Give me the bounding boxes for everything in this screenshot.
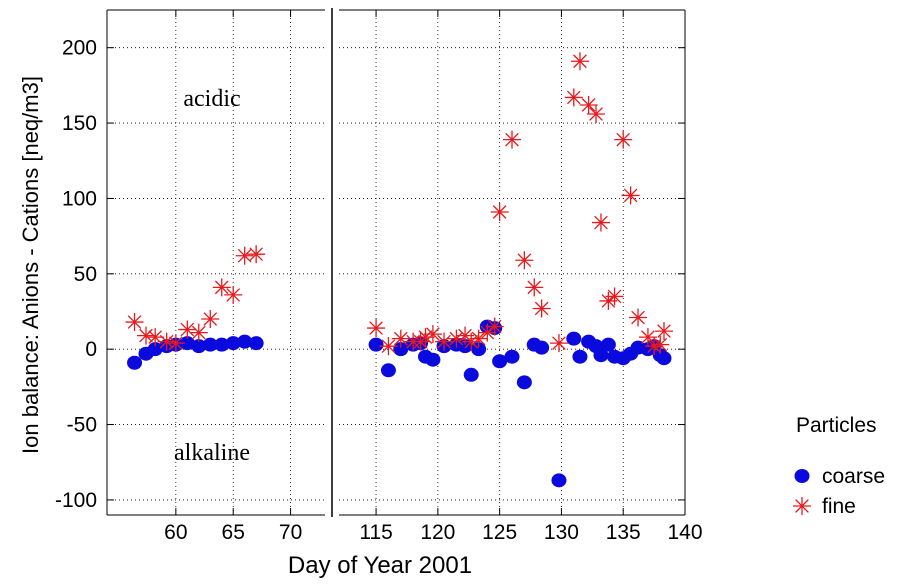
point-fine (125, 313, 144, 332)
point-fine (189, 323, 208, 342)
point-fine (579, 95, 598, 114)
point-fine (146, 328, 165, 347)
point-coarse (572, 349, 588, 364)
point-fine (485, 317, 504, 336)
point-fine (416, 328, 435, 347)
point-fine (570, 52, 589, 71)
legend-marker-coarse (794, 469, 810, 483)
point-fine (651, 335, 670, 354)
point-coarse (225, 336, 241, 351)
point-fine (564, 88, 583, 107)
x-tick-label: 65 (222, 521, 245, 544)
x-tick-label: 115 (359, 521, 392, 544)
axes-frame (106, 8, 686, 517)
point-fine (614, 130, 633, 149)
y-tick-label: 0 (85, 338, 97, 361)
point-fine (503, 130, 521, 149)
y-axis-label: Ion balance: Anions - Cations [neq/m3] (18, 76, 43, 454)
point-fine (638, 328, 657, 347)
annotation-alkaline: alkaline (174, 440, 250, 466)
point-fine (178, 320, 197, 339)
x-axis-label: Day of Year 2001 (288, 552, 472, 579)
legend-label-fine: fine (822, 495, 856, 518)
point-coarse (368, 337, 384, 352)
x-tick-label: 120 (420, 521, 455, 544)
point-fine (462, 332, 481, 351)
point-fine (137, 326, 156, 345)
point-coarse (380, 363, 396, 378)
legend-title: Particles (796, 414, 877, 437)
point-fine (166, 334, 185, 353)
x-tick-label: 140 (667, 521, 702, 544)
point-coarse (425, 352, 441, 367)
point-fine (224, 285, 243, 304)
point-fine (525, 278, 544, 297)
point-coarse (593, 348, 609, 363)
point-fine (654, 322, 673, 341)
point-fine (201, 310, 220, 329)
x-tick-label: 60 (164, 521, 187, 544)
point-fine (157, 332, 176, 351)
point-coarse (127, 355, 143, 370)
y-tick-label: 200 (62, 37, 97, 60)
point-coarse (551, 473, 567, 488)
legend-marks (793, 469, 811, 515)
y-tick-label: -50 (67, 414, 97, 437)
point-coarse (566, 331, 582, 346)
point-coarse (656, 351, 672, 366)
point-coarse (191, 339, 207, 354)
point-fine (515, 251, 534, 270)
point-fine (391, 329, 410, 348)
x-tick-label: 130 (544, 521, 579, 544)
point-fine (532, 299, 551, 318)
x-tick-label: 70 (279, 521, 302, 544)
x-tick-label: 135 (606, 521, 641, 544)
marks-layer (125, 52, 673, 488)
point-fine (591, 213, 610, 232)
point-coarse (504, 349, 520, 364)
point-coarse (600, 337, 616, 352)
tick-labels: 60 65 70 115 120 125 130 135 140 200 150 100 50 0 -50 -… (55, 37, 703, 544)
y-tick-label: -100 (55, 489, 97, 512)
y-tick-label: 150 (62, 112, 97, 135)
point-fine (435, 332, 454, 351)
point-fine (621, 186, 640, 205)
point-fine (235, 246, 254, 265)
point-coarse (516, 375, 532, 390)
point-coarse (534, 340, 550, 355)
annotation-acidic: acidic (183, 86, 240, 112)
point-coarse (248, 336, 264, 351)
legend-marker-fine (793, 497, 811, 515)
point-fine (629, 308, 648, 327)
legend: Particles coarse fine (793, 414, 885, 518)
point-fine (379, 337, 398, 356)
point-coarse (179, 336, 195, 351)
point-fine (367, 319, 386, 338)
point-coarse (492, 354, 508, 369)
point-coarse (147, 342, 163, 357)
point-fine (423, 325, 442, 344)
point-fine (549, 334, 568, 353)
point-coarse (463, 367, 479, 382)
point-coarse (237, 334, 253, 349)
point-coarse (202, 337, 218, 352)
point-fine (490, 203, 509, 221)
legend-label-coarse: coarse (822, 465, 885, 488)
point-fine (587, 105, 606, 124)
point-coarse (214, 337, 230, 352)
y-tick-label: 50 (74, 263, 97, 286)
point-fine (212, 278, 231, 297)
x-tick-label: 125 (482, 521, 517, 544)
point-fine (247, 245, 266, 264)
point-fine (605, 287, 624, 306)
y-tick-label: 100 (62, 187, 97, 210)
